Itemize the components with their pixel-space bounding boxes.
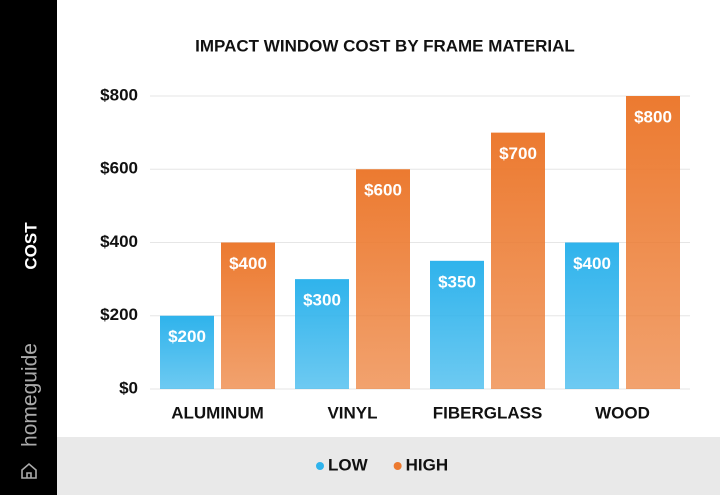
value-label: $350 bbox=[438, 272, 476, 291]
x-tick-label: VINYL bbox=[327, 403, 377, 422]
value-label: $600 bbox=[364, 181, 402, 200]
y-tick-label: $800 bbox=[100, 85, 138, 104]
y-tick-label: $200 bbox=[100, 305, 138, 324]
bar bbox=[565, 242, 619, 389]
x-tick-label: WOOD bbox=[595, 403, 650, 422]
bar bbox=[491, 132, 545, 389]
x-tick-label: FIBERGLASS bbox=[433, 403, 543, 422]
legend-marker bbox=[316, 462, 324, 470]
brand-icon bbox=[21, 462, 37, 479]
value-label: $800 bbox=[634, 107, 672, 126]
bar bbox=[356, 169, 410, 389]
value-label: $400 bbox=[573, 254, 611, 273]
value-label: $300 bbox=[303, 291, 341, 310]
legend-label: LOW bbox=[328, 455, 369, 474]
legend-marker bbox=[393, 462, 402, 470]
bar bbox=[295, 279, 349, 389]
x-tick-label: ALUMINUM bbox=[171, 403, 264, 422]
y-axis-label: COST bbox=[21, 222, 40, 270]
value-label: $700 bbox=[499, 144, 537, 163]
sidebar bbox=[0, 0, 57, 495]
bar bbox=[430, 260, 484, 389]
bar bbox=[626, 96, 680, 389]
y-tick-label: $0 bbox=[119, 378, 138, 397]
legend-label: HIGH bbox=[406, 455, 449, 474]
bar bbox=[221, 242, 275, 389]
y-tick-label: $400 bbox=[100, 232, 138, 251]
value-label: $200 bbox=[168, 327, 206, 346]
bar bbox=[160, 315, 214, 389]
brand: homeguide bbox=[19, 343, 42, 447]
y-tick-label: $600 bbox=[100, 159, 138, 178]
legend-band bbox=[57, 437, 720, 495]
value-label: $400 bbox=[229, 254, 267, 273]
chart-title: IMPACT WINDOW COST BY FRAME MATERIAL bbox=[195, 36, 575, 55]
